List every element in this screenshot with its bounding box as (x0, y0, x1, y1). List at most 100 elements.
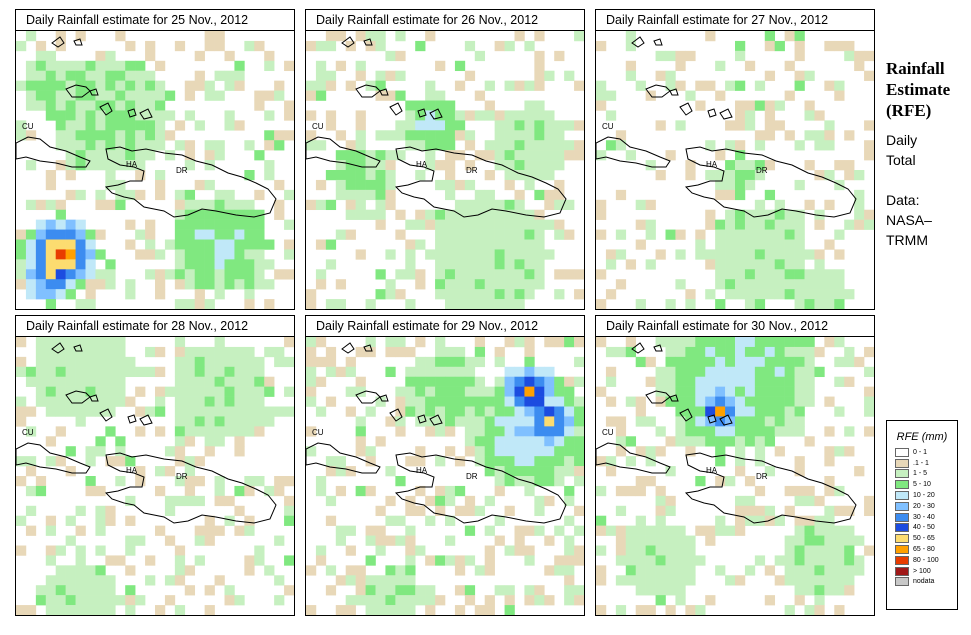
rainfall-cell (794, 426, 805, 437)
rainfall-cell (574, 585, 584, 596)
rainfall-cell (16, 406, 27, 417)
rainfall-cell (25, 366, 37, 378)
rainfall-cell (824, 535, 835, 546)
rainfall-cell (445, 406, 456, 417)
rainfall-cell (534, 160, 545, 171)
rainfall-cell (85, 90, 96, 101)
rainfall-cell (164, 239, 176, 250)
rainfall-cell (194, 279, 205, 290)
rainfall-cell (55, 376, 66, 387)
rainfall-cell (85, 456, 96, 467)
rainfall-cell (435, 386, 446, 397)
rainfall-map-28nov: CU HA DR (15, 336, 295, 616)
rainfall-cell (474, 396, 486, 407)
rainfall-cell (105, 426, 116, 437)
legend-swatch (895, 458, 909, 468)
rainfall-cell (504, 299, 515, 309)
rainfall-cell (125, 605, 136, 615)
rainfall-cell (184, 269, 196, 280)
rainfall-cell (514, 170, 525, 181)
rainfall-cell (325, 110, 337, 121)
rainfall-cell (494, 199, 505, 211)
rainfall-cell (534, 170, 545, 181)
rainfall-cell (794, 406, 805, 417)
rainfall-cell (814, 535, 825, 546)
rainfall-cell (504, 376, 515, 387)
rainfall-cell (184, 279, 196, 290)
rainfall-cell (655, 505, 666, 517)
rainfall-cell (794, 229, 805, 240)
rainfall-cell (804, 565, 815, 576)
rainfall-cell (504, 179, 515, 191)
rainfall-cell (744, 289, 756, 300)
rainfall-cell (155, 60, 166, 72)
rainfall-cell (494, 585, 505, 596)
rainfall-cell (95, 60, 106, 72)
rainfall-cell (395, 535, 406, 546)
rainfall-cell (125, 565, 136, 576)
rainfall-cell (65, 466, 76, 477)
rainfall-cell (774, 120, 785, 131)
legend-label: > 100 (913, 567, 931, 575)
rainfall-cell (645, 229, 656, 240)
rainfall-cell (494, 120, 505, 131)
rainfall-cell (174, 565, 186, 576)
rainfall-cell (784, 605, 795, 615)
rainfall-cell (105, 50, 116, 62)
rainfall-cell (105, 515, 116, 526)
rainfall-cell (264, 160, 275, 171)
rainfall-cell (174, 259, 186, 270)
rainfall-cell (365, 40, 376, 52)
rainfall-cell (534, 525, 545, 536)
rainfall-cell (75, 595, 86, 606)
small-island-coastline (417, 414, 427, 424)
cuba-coastline (306, 442, 381, 474)
rainfall-cell (715, 269, 726, 280)
rainfall-cell (834, 337, 845, 348)
rainfall-cell (45, 585, 57, 596)
rainfall-cell (635, 485, 646, 497)
rainfall-cell (564, 466, 575, 477)
rainfall-cell (355, 31, 366, 42)
rainfall-cell (445, 289, 456, 300)
rainfall-cell (705, 219, 716, 230)
rainfall-cell (16, 356, 27, 368)
rainfall-cell (254, 426, 265, 437)
rainfall-cell (55, 406, 66, 417)
rainfall-cell (45, 179, 57, 191)
rainfall-cell (524, 239, 535, 250)
rainfall-cell (645, 356, 656, 368)
rainfall-cell (574, 376, 584, 387)
rainfall-cell (814, 140, 825, 151)
rainfall-cell (125, 515, 136, 526)
rainfall-cell (574, 426, 584, 437)
rainfall-cell (45, 396, 57, 407)
rainfall-cell (524, 426, 535, 437)
rainfall-cell (625, 396, 637, 407)
rainfall-cell (315, 140, 327, 151)
cuba-label: CU (602, 428, 614, 437)
rainfall-cell (705, 406, 716, 417)
rainfall-cell (194, 386, 205, 397)
rainfall-cell (105, 179, 116, 191)
rainfall-cell (655, 249, 666, 260)
rainfall-cell (854, 189, 865, 201)
rainfall-cell (435, 456, 446, 467)
rainfall-cell (445, 130, 456, 141)
rainfall-cell (25, 130, 37, 141)
rainfall-cell (524, 595, 535, 606)
rainfall-cell (145, 555, 156, 566)
rainfall-cell (355, 585, 366, 596)
rainfall-cell (55, 386, 66, 397)
rainfall-cell (484, 555, 495, 566)
rainfall-cell (514, 279, 525, 290)
rainfall-cell (814, 495, 825, 507)
rainfall-cell (95, 446, 106, 457)
rainfall-cell (214, 376, 225, 387)
rainfall-cell (544, 120, 555, 131)
rainfall-cell (655, 525, 666, 536)
rainfall-cell (184, 386, 196, 397)
rainfall-cell (214, 436, 225, 447)
rainfall-cell (75, 90, 86, 101)
